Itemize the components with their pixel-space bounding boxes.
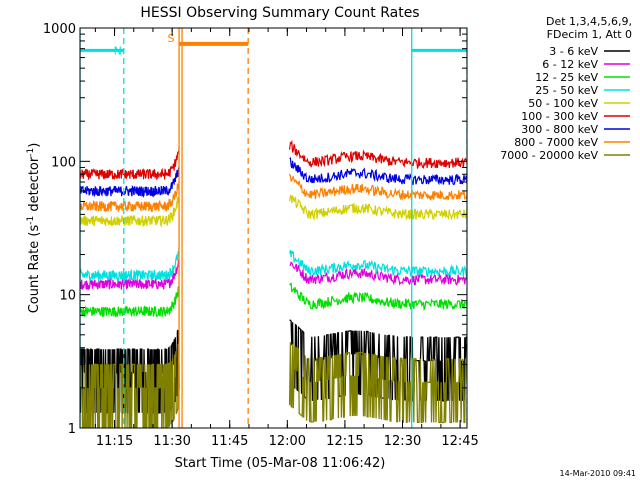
night-label: N (114, 44, 122, 57)
legend-label-50-100-kev: 50 - 100 keV (528, 97, 598, 110)
legend-label-3-6-kev: 3 - 6 keV (549, 45, 598, 58)
y-tick-label: 1000 (43, 22, 76, 37)
y-tick-label: 100 (51, 155, 76, 170)
x-tick-label: 11:15 (96, 434, 133, 449)
x-axis-label: Start Time (05-Mar-08 11:06:42) (175, 456, 386, 471)
series-line-300-800-kev-post (289, 157, 467, 186)
legend-label-12-25-kev: 12 - 25 keV (535, 71, 598, 84)
y-axis-label: Count Rate (s-1 detector-1) (26, 143, 42, 314)
x-tick-label: 12:45 (441, 434, 478, 449)
series-line-6-12-kev-post (289, 261, 467, 286)
legend-label-6-12-kev: 6 - 12 keV (542, 58, 598, 71)
series-line-100-300-kev-pre (80, 146, 180, 181)
series-line-100-300-kev-post (289, 139, 467, 170)
series-line-300-800-kev-pre (80, 166, 180, 199)
legend-label-800-7000-kev: 800 - 7000 keV (514, 136, 598, 149)
x-axis: 11:15 11:30 11:45 12:00 12:15 12:30 12:45 (94, 28, 479, 449)
y-axis-label-end: ) (27, 143, 42, 148)
x-tick-label: 12:00 (269, 434, 306, 449)
y-axis: 1 10 100 1000 (43, 22, 467, 437)
series-line-6-12-kev-pre (80, 259, 180, 291)
footer-timestamp: 14-Mar-2010 09:41 (560, 469, 637, 478)
legend-label-100-300-kev: 100 - 300 keV (521, 110, 598, 123)
x-tick-label: 12:30 (384, 434, 421, 449)
legend-header-decimation: FDecim 1, Att 0 (547, 28, 632, 41)
y-axis-label-sup1: -1 (26, 216, 36, 225)
y-tick-label: 10 (59, 289, 76, 304)
series-line-25-50-kev-pre (80, 247, 180, 282)
legend: Det 1,3,4,5,6,9, FDecim 1, Att 0 3 - 6 k… (500, 15, 632, 162)
series-line-7000-20000-kev-post (288, 342, 467, 424)
x-tick-label: 11:30 (153, 434, 190, 449)
series-line-800-7000-kev-pre (80, 181, 180, 213)
x-tick-label: 12:15 (326, 434, 363, 449)
saa-label: S (168, 32, 175, 45)
series-line-25-50-kev-post (289, 249, 467, 279)
legend-label-25-50-kev: 25 - 50 keV (535, 84, 598, 97)
series-line-50-100-kev-post (289, 194, 467, 221)
series-line-12-25-kev-pre (80, 285, 180, 318)
legend-label-7000-20000-kev: 7000 - 20000 keV (500, 149, 598, 162)
series-line-7000-20000-kev-pre (80, 343, 180, 428)
series-line-12-25-kev-post (289, 282, 467, 312)
series-line-50-100-kev-pre (80, 196, 180, 228)
y-axis-label-main: Count Rate (s (27, 225, 42, 314)
y-axis-label-sup2: -1 (26, 148, 36, 157)
chart-title: HESSI Observing Summary Count Rates (140, 5, 419, 21)
legend-header-detectors: Det 1,3,4,5,6,9, (546, 15, 632, 28)
legend-label-300-800-kev: 300 - 800 keV (521, 123, 598, 136)
y-tick-label: 1 (68, 422, 76, 437)
x-tick-label: 11:45 (211, 434, 248, 449)
series-line-800-7000-kev-post (289, 173, 467, 201)
plot-frame (79, 27, 468, 429)
y-axis-label-mid: detector (27, 156, 42, 216)
